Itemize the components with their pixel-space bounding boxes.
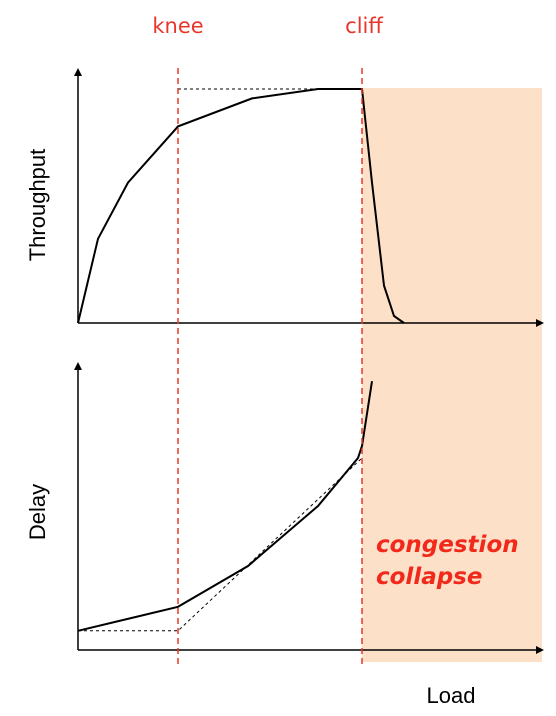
congestion-collapse-region xyxy=(362,88,542,662)
cliff-label: cliff xyxy=(345,14,383,38)
delay-x-axis-arrow xyxy=(536,646,544,654)
throughput-curve xyxy=(77,88,405,324)
delay-panel: Delay xyxy=(25,362,544,654)
throughput-axis-label: Throughput xyxy=(25,149,50,262)
delay-ideal-line xyxy=(78,457,363,632)
throughput-y-axis-arrow xyxy=(74,68,82,76)
delay-axis-label: Delay xyxy=(25,484,50,540)
throughput-x-axis-arrow xyxy=(536,319,544,327)
collapse-label: collapse xyxy=(376,564,482,590)
delay-curve xyxy=(77,381,373,632)
knee-label: knee xyxy=(152,14,203,38)
delay-y-axis-arrow xyxy=(74,362,82,370)
throughput-panel: Throughput xyxy=(25,68,544,327)
load-axis-label: Load xyxy=(427,683,476,708)
congestion-label: congestion xyxy=(376,532,519,558)
